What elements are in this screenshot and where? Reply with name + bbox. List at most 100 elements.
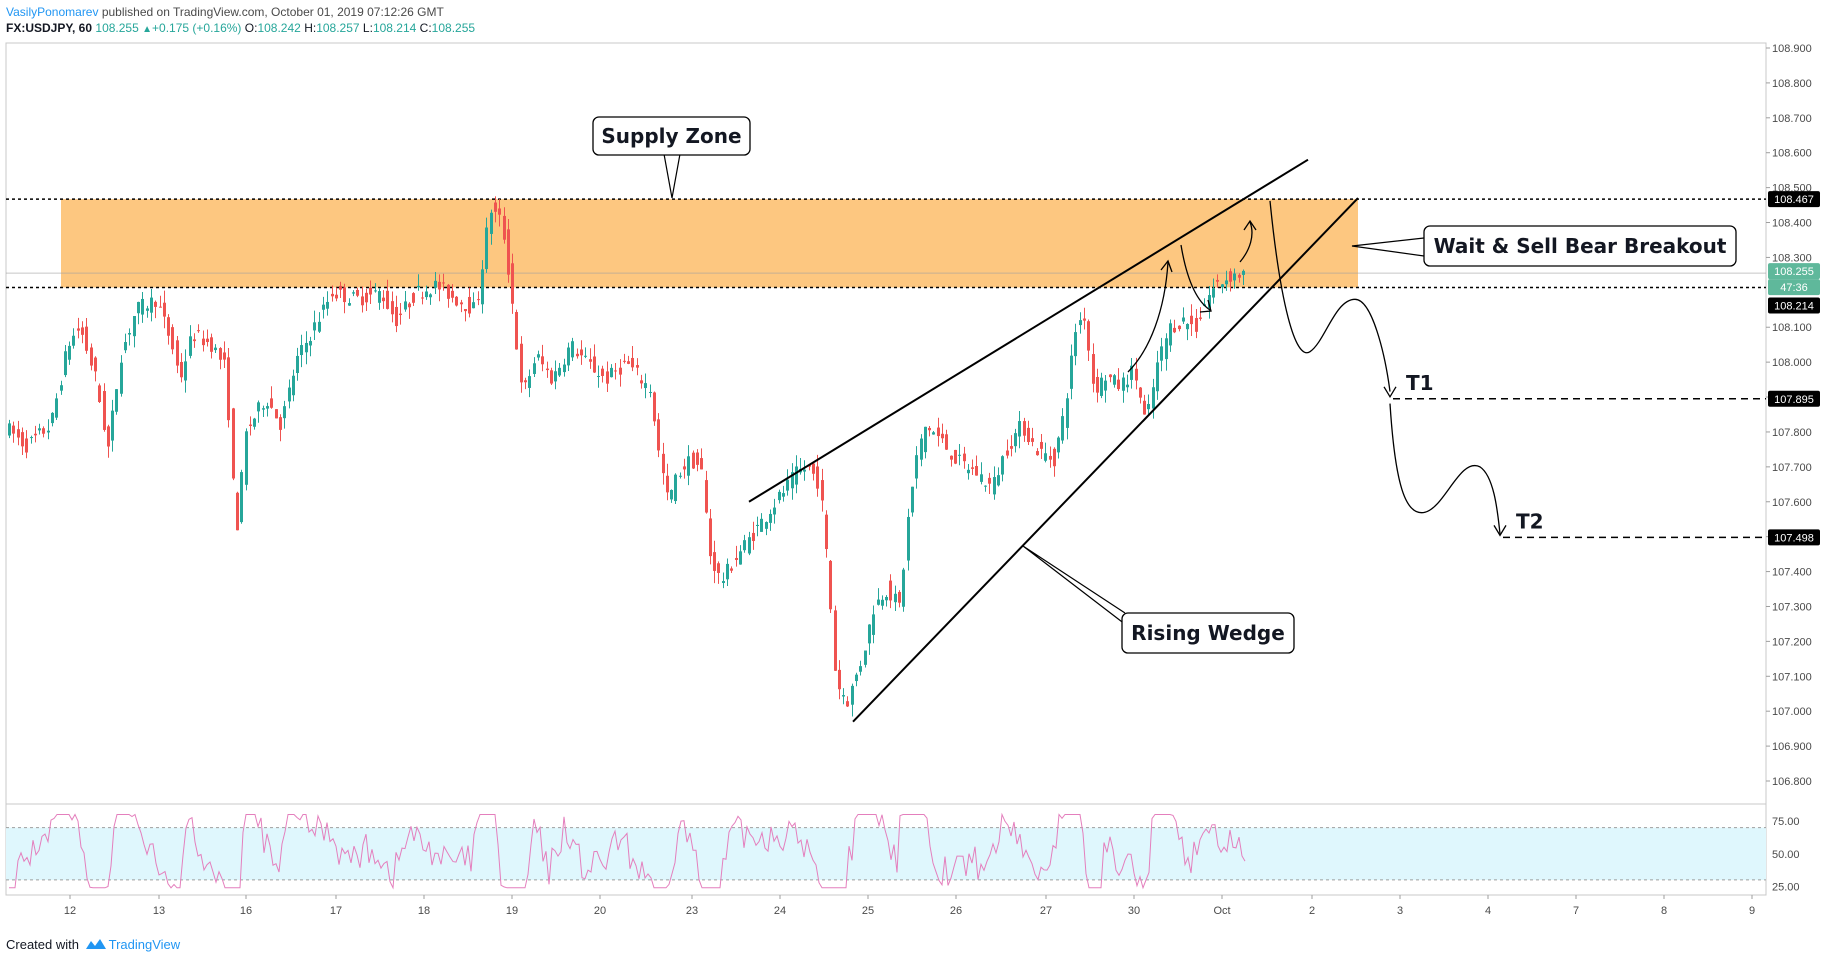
candle-body <box>911 486 914 513</box>
candle-body <box>404 301 407 310</box>
candle-body <box>77 328 80 331</box>
open-label: O: <box>244 21 258 35</box>
candle-body <box>515 312 518 350</box>
candle-body <box>958 454 961 456</box>
price-tick-label: 107.000 <box>1772 706 1812 718</box>
candle-body <box>988 477 991 484</box>
candle-body <box>305 342 308 353</box>
candle-body <box>709 518 712 557</box>
candle-body <box>803 469 806 472</box>
candle-body <box>270 398 273 408</box>
time-tick-label: 3 <box>1397 905 1403 917</box>
candle-body <box>55 398 58 418</box>
candle-body <box>791 472 794 489</box>
candle-body <box>752 532 755 542</box>
candle-body <box>326 301 329 309</box>
time-tick-label: 20 <box>594 905 606 917</box>
candle-body <box>1238 274 1241 278</box>
time-tick-label: Oct <box>1213 905 1230 917</box>
supply-bottom-price-label-text: 108.214 <box>1774 300 1814 312</box>
candle-body <box>601 368 604 376</box>
candle-body <box>597 375 600 377</box>
tradingview-link[interactable]: TradingView <box>108 937 181 952</box>
candle-body <box>1023 421 1026 436</box>
candle-body <box>898 591 901 603</box>
candle-body <box>666 475 669 493</box>
candle-body <box>1139 387 1142 398</box>
candle-body <box>705 480 708 513</box>
candle-body <box>365 292 368 303</box>
candle-body <box>657 419 660 451</box>
candle-body <box>889 580 892 601</box>
candle-body <box>1057 437 1060 453</box>
candle-body <box>17 429 20 438</box>
candle-body <box>627 361 630 364</box>
candle-body <box>90 347 93 366</box>
sell-breakout-callout-text: Wait & Sell Bear Breakout <box>1434 234 1727 258</box>
candle-body <box>902 569 905 607</box>
time-tick-label: 19 <box>506 905 518 917</box>
rsi-band <box>6 827 1766 880</box>
candle-body <box>382 297 385 302</box>
publish-header: VasilyPonomarev published on TradingView… <box>6 4 444 20</box>
candle-body <box>1083 318 1086 321</box>
candle-body <box>937 427 940 437</box>
symbol-label[interactable]: FX:USDJPY, 60 <box>6 21 93 35</box>
supply-top-price-label-text: 108.467 <box>1774 194 1814 206</box>
candle-body <box>464 309 467 312</box>
supply-zone-box <box>61 199 1358 288</box>
time-tick-label: 13 <box>153 905 165 917</box>
candle-body <box>713 552 716 571</box>
wedge-lower-line <box>852 197 1359 723</box>
t2-price-label-text: 107.498 <box>1774 532 1814 544</box>
candle-body <box>25 438 28 453</box>
candle-body <box>223 352 226 360</box>
price-tick-label: 108.900 <box>1772 43 1812 55</box>
candle-body <box>249 424 252 427</box>
time-tick-label: 17 <box>330 905 342 917</box>
candle-body <box>649 391 652 393</box>
candle-body <box>1147 403 1150 410</box>
time-tick-label: 16 <box>240 905 252 917</box>
candle-body <box>550 370 553 384</box>
candle-body <box>68 345 71 360</box>
candle-body <box>812 463 815 474</box>
arrowhead-3 <box>1243 219 1257 231</box>
price-tick-label: 108.800 <box>1772 78 1812 90</box>
candle-body <box>417 285 420 288</box>
candle-body <box>1221 284 1224 288</box>
candle-body <box>408 303 411 308</box>
rising-wedge-callout[interactable]: Rising Wedge <box>1121 612 1295 654</box>
candle-body <box>1190 315 1193 325</box>
candle-body <box>606 371 609 384</box>
candle-body <box>494 202 497 212</box>
candle-body <box>150 297 153 313</box>
candle-body <box>541 356 544 365</box>
candle-body <box>885 596 888 601</box>
candle-body <box>245 431 248 485</box>
footer: Created with TradingView <box>6 936 180 954</box>
candle-body <box>528 376 531 388</box>
candle-body <box>51 412 54 424</box>
author-name[interactable]: VasilyPonomarev <box>6 5 99 19</box>
price-tick-label: 106.800 <box>1772 776 1812 788</box>
arrowhead-1 <box>1160 259 1173 273</box>
candle-body <box>146 308 149 311</box>
swing-arrow-2 <box>1180 244 1211 311</box>
candle-body <box>442 282 445 284</box>
price-tick-label: 108.000 <box>1772 357 1812 369</box>
candle-body <box>1195 318 1198 332</box>
supply-zone-callout[interactable]: Supply Zone <box>592 116 751 156</box>
candle-body <box>253 418 256 427</box>
up-arrow-icon: ▲ <box>142 24 153 35</box>
publish-meta: published on TradingView.com, October 01… <box>101 5 444 19</box>
candle-body <box>795 466 798 485</box>
supply-top-price-label-bg <box>1768 191 1820 208</box>
candle-body <box>533 363 536 374</box>
price-tick-label: 107.100 <box>1772 671 1812 683</box>
candle-body <box>141 298 144 315</box>
candle-body <box>554 371 557 382</box>
sell-breakout-callout[interactable]: Wait & Sell Bear Breakout <box>1423 225 1737 267</box>
time-tick-label: 27 <box>1040 905 1052 917</box>
